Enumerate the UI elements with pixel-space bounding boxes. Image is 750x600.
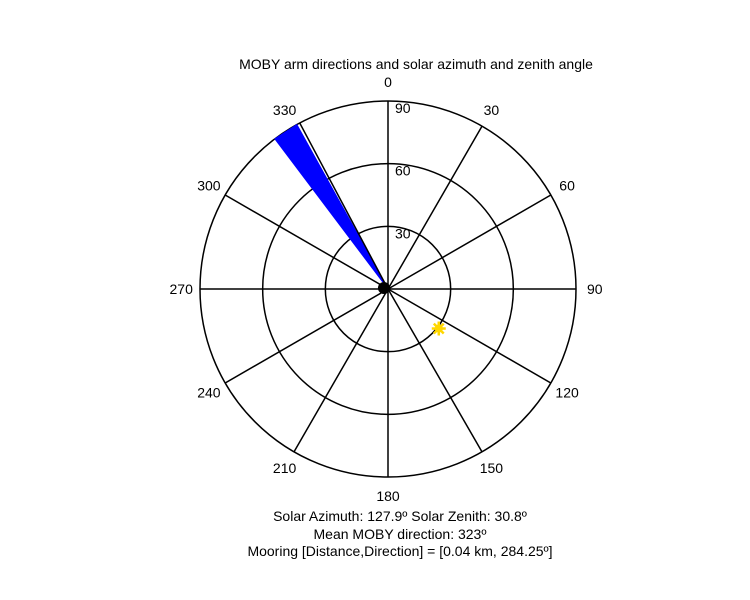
moby-arm-line (299, 122, 389, 290)
mooring-caption: Mooring [Distance,Direction] = [0.04 km,… (247, 543, 553, 559)
angle-label-330: 330 (273, 102, 297, 118)
angle-label-90: 90 (587, 281, 603, 297)
moby-direction-caption: Mean MOBY direction: 323º (313, 526, 487, 542)
angle-label-240: 240 (197, 384, 221, 400)
sun-marker-core (434, 324, 443, 333)
angle-label-150: 150 (480, 460, 504, 476)
angle-label-210: 210 (273, 460, 297, 476)
spoke-60 (387, 194, 552, 290)
spoke-240 (224, 288, 389, 384)
spoke-300 (224, 194, 389, 290)
spoke-150 (387, 288, 483, 453)
radial-label-30: 30 (395, 225, 411, 241)
angle-label-60: 60 (559, 178, 575, 194)
moby-arm-wedge (274, 123, 389, 290)
angle-label-300: 300 (197, 178, 221, 194)
angle-label-30: 30 (484, 102, 500, 118)
sun-marker (431, 321, 446, 336)
polar-labels: 0 30 60 90 120 150 180 210 240 270 300 330 30 60 90 (170, 74, 603, 504)
radial-label-90: 90 (395, 100, 411, 116)
polar-marks (274, 122, 446, 336)
angle-label-270: 270 (170, 281, 194, 297)
chart-title: MOBY arm directions and solar azimuth an… (239, 56, 593, 72)
radial-label-60: 60 (395, 163, 411, 179)
solar-caption: Solar Azimuth: 127.9º Solar Zenith: 30.8… (273, 508, 527, 524)
spoke-30 (387, 125, 483, 290)
angle-label-0: 0 (384, 74, 392, 90)
mooring-marker (377, 281, 390, 294)
spoke-120 (387, 288, 552, 384)
angle-label-180: 180 (376, 488, 400, 504)
spoke-210 (293, 288, 389, 453)
angle-label-120: 120 (555, 384, 579, 400)
